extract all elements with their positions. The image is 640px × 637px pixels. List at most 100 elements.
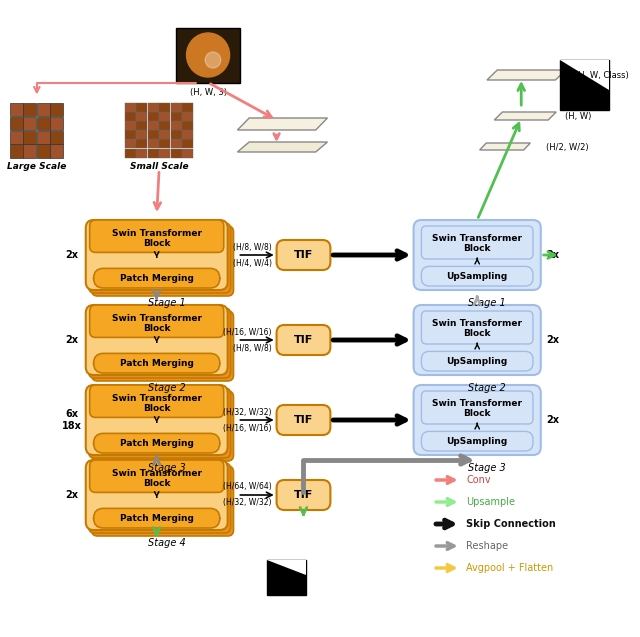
Text: Avgpool + Flatten: Avgpool + Flatten <box>467 563 554 573</box>
Bar <box>10 131 23 144</box>
Text: Stage 2: Stage 2 <box>468 383 506 393</box>
Text: Swin Transformer
Block: Swin Transformer Block <box>432 399 522 419</box>
Bar <box>136 103 147 111</box>
FancyBboxPatch shape <box>86 460 228 530</box>
FancyBboxPatch shape <box>276 405 330 435</box>
Bar <box>176 27 240 83</box>
Text: (H/16, W/16): (H/16, W/16) <box>223 327 272 336</box>
Bar <box>10 117 23 130</box>
Text: TIF: TIF <box>294 335 313 345</box>
Text: 2x: 2x <box>65 335 79 345</box>
Bar <box>51 103 63 116</box>
Bar <box>136 121 147 130</box>
Bar <box>37 131 50 144</box>
Text: (H/2, W/2): (H/2, W/2) <box>546 143 588 152</box>
Bar <box>159 112 170 121</box>
FancyBboxPatch shape <box>86 385 228 455</box>
Bar <box>125 103 136 111</box>
Text: (H/32, W/32): (H/32, W/32) <box>223 408 272 417</box>
Bar <box>267 560 306 595</box>
Polygon shape <box>237 118 328 130</box>
Text: Stage 3: Stage 3 <box>468 463 506 473</box>
FancyBboxPatch shape <box>92 311 234 381</box>
Bar <box>125 148 136 157</box>
Polygon shape <box>267 560 306 575</box>
FancyBboxPatch shape <box>93 268 220 288</box>
Bar <box>136 131 147 139</box>
FancyBboxPatch shape <box>86 305 228 375</box>
Text: 2x: 2x <box>546 335 559 345</box>
FancyBboxPatch shape <box>90 460 224 492</box>
Bar <box>561 60 609 110</box>
Bar <box>23 103 36 116</box>
Text: (H/8, W/8): (H/8, W/8) <box>233 343 272 352</box>
FancyBboxPatch shape <box>92 391 234 461</box>
Text: Skip Connection: Skip Connection <box>467 519 556 529</box>
Text: (H/64, W/64): (H/64, W/64) <box>223 482 272 492</box>
Bar <box>23 117 36 130</box>
Bar <box>159 103 170 111</box>
Bar <box>136 140 147 148</box>
Circle shape <box>186 33 230 77</box>
Text: (H/8, W/8): (H/8, W/8) <box>233 243 272 252</box>
Text: Large Scale: Large Scale <box>7 162 67 171</box>
Bar <box>182 121 193 130</box>
FancyBboxPatch shape <box>92 466 234 536</box>
FancyBboxPatch shape <box>89 388 230 458</box>
Bar <box>51 131 63 144</box>
Text: Upsample: Upsample <box>467 497 515 507</box>
Bar <box>37 103 50 116</box>
Text: TIF: TIF <box>294 415 313 425</box>
Bar <box>159 131 170 139</box>
Text: (H/4, W/4): (H/4, W/4) <box>233 259 272 268</box>
Text: UpSampling: UpSampling <box>447 272 508 281</box>
Text: (H, W): (H, W) <box>565 111 591 120</box>
Bar <box>51 117 63 130</box>
Bar <box>170 112 182 121</box>
Text: Stage 1: Stage 1 <box>148 298 186 308</box>
FancyBboxPatch shape <box>276 480 330 510</box>
Bar <box>170 131 182 139</box>
Bar <box>125 131 136 139</box>
Bar <box>125 140 136 148</box>
Text: Swin Transformer
Block: Swin Transformer Block <box>112 313 202 333</box>
Text: TIF: TIF <box>294 250 313 260</box>
Bar <box>148 112 159 121</box>
FancyBboxPatch shape <box>89 223 230 293</box>
Bar <box>23 144 36 157</box>
Text: (H, W, 3): (H, W, 3) <box>189 87 227 96</box>
Bar <box>10 144 23 157</box>
Bar <box>182 103 193 111</box>
Text: 2x: 2x <box>65 490 79 500</box>
Text: (H/32, W/32): (H/32, W/32) <box>223 499 272 508</box>
FancyBboxPatch shape <box>421 311 533 344</box>
FancyBboxPatch shape <box>93 508 220 528</box>
Text: Patch Merging: Patch Merging <box>120 274 194 283</box>
Polygon shape <box>561 60 609 90</box>
FancyBboxPatch shape <box>90 220 224 252</box>
Bar <box>148 148 159 157</box>
Text: Stage 1: Stage 1 <box>468 298 506 308</box>
Text: 2x: 2x <box>546 415 559 425</box>
Bar <box>170 103 182 111</box>
FancyBboxPatch shape <box>276 325 330 355</box>
Polygon shape <box>487 70 566 80</box>
Text: Stage 2: Stage 2 <box>148 383 186 393</box>
Bar <box>136 148 147 157</box>
Bar <box>170 140 182 148</box>
Bar <box>182 131 193 139</box>
Bar <box>182 140 193 148</box>
Bar <box>37 144 50 157</box>
FancyBboxPatch shape <box>413 305 541 375</box>
Bar <box>148 121 159 130</box>
Text: Patch Merging: Patch Merging <box>120 513 194 523</box>
Text: 6x
18x: 6x 18x <box>62 409 82 431</box>
Bar <box>136 112 147 121</box>
FancyBboxPatch shape <box>93 354 220 373</box>
Text: Stage 3: Stage 3 <box>148 463 186 473</box>
Text: Patch Merging: Patch Merging <box>120 439 194 448</box>
Text: Swin Transformer
Block: Swin Transformer Block <box>432 318 522 338</box>
FancyBboxPatch shape <box>413 220 541 290</box>
Bar <box>23 131 36 144</box>
FancyBboxPatch shape <box>413 385 541 455</box>
